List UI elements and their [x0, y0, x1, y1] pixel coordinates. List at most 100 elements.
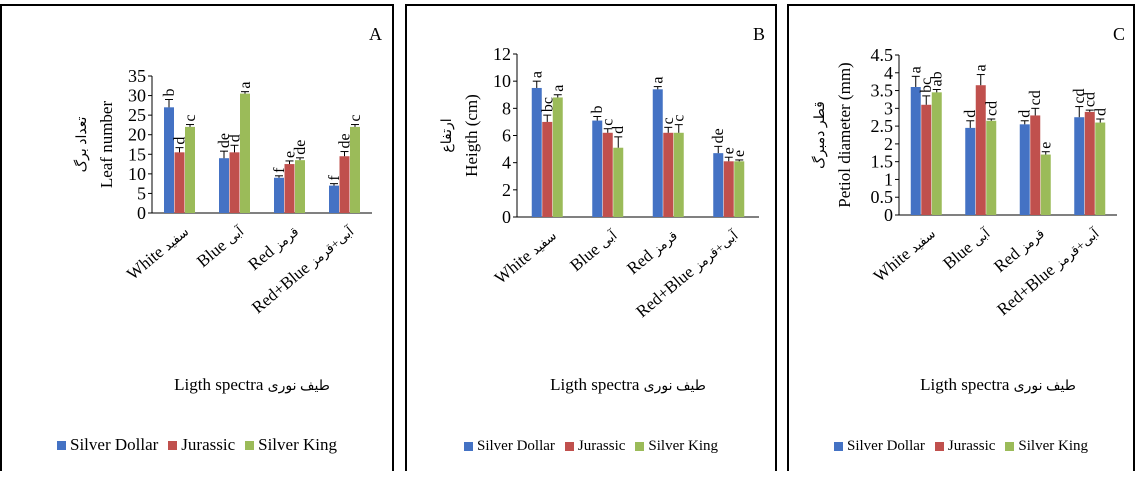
- significance-letter: de: [216, 133, 233, 148]
- legend-swatch: [564, 442, 574, 451]
- category-label: Blue آبی: [566, 225, 621, 275]
- category-label: White سفید: [870, 224, 939, 286]
- y-tick-label: 8: [502, 98, 511, 118]
- legend-item: Jurassic: [168, 435, 235, 455]
- bar: [1095, 122, 1106, 215]
- y-axis-title: Heigth (cm): [462, 94, 481, 177]
- bar: [1074, 117, 1085, 215]
- category-label: Red قرمز: [623, 226, 681, 279]
- significance-letter: de: [337, 133, 354, 148]
- panel-letter: B: [753, 24, 765, 44]
- significance-letter: e: [282, 151, 299, 158]
- significance-letter: f: [326, 175, 343, 181]
- y-axis-title: Petiol diameter (mm): [835, 62, 854, 207]
- y-tick-label: 10: [128, 164, 146, 184]
- y-tick-label: 4: [502, 153, 511, 173]
- bar: [174, 152, 185, 213]
- significance-letter: d: [1017, 110, 1034, 118]
- y-tick-label: 10: [493, 71, 511, 91]
- significance-letter: cd: [1082, 92, 1099, 107]
- legend-swatch: [1005, 442, 1015, 451]
- legend-label: Silver King: [1018, 438, 1088, 454]
- bar: [931, 92, 942, 215]
- significance-letter: bc: [539, 97, 556, 112]
- significance-letter: de: [292, 140, 309, 155]
- legend-item: Silver King: [245, 435, 337, 455]
- significance-letter: bc: [918, 78, 935, 93]
- significance-letter: d: [172, 137, 189, 145]
- bar: [1084, 111, 1095, 215]
- significance-letter: f: [271, 167, 288, 173]
- bar: [910, 87, 921, 215]
- significance-letter: c: [182, 114, 199, 121]
- legend-label: Jurassic: [181, 435, 236, 454]
- significance-letter: d: [610, 126, 627, 134]
- legend-label: Silver King: [258, 435, 337, 454]
- y-tick-label: 2: [884, 134, 893, 154]
- significance-letter: c: [347, 114, 364, 121]
- bar: [1030, 115, 1041, 215]
- significance-letter: cd: [1071, 88, 1088, 103]
- bar: [219, 158, 229, 213]
- significance-letter: ab: [929, 71, 946, 86]
- category-label: Blue آبی: [939, 223, 994, 273]
- y-tick-label: 1.5: [871, 152, 894, 172]
- bar: [531, 87, 542, 217]
- bar: [552, 97, 563, 217]
- legend-swatch: [934, 442, 944, 451]
- x-axis-title: Ligth spectra طیف نوری: [550, 375, 706, 394]
- significance-letter: a: [237, 82, 254, 89]
- bar: [350, 126, 360, 213]
- legend-item: Silver King: [1005, 438, 1088, 455]
- bar: [723, 161, 734, 217]
- bar: [274, 177, 284, 213]
- legend-item: Silver King: [635, 438, 718, 455]
- legend-swatch: [464, 442, 473, 451]
- significance-letter: cd: [983, 101, 1000, 116]
- bar: [592, 120, 603, 217]
- legend-label: Silver Dollar: [847, 438, 925, 454]
- significance-letter: a: [973, 64, 990, 71]
- significance-letter: c: [600, 119, 617, 126]
- legend-swatch: [635, 442, 645, 451]
- chart-panel-c: C 0 0.5 1 1.5 2 2.5 3 3.5 4 4.5 Petiol diameter (mm…: [787, 4, 1135, 471]
- legend-c: Silver Dollar Jurassic Silver King: [789, 438, 1133, 455]
- y-tick-label: 25: [128, 105, 146, 125]
- legend-b: Silver Dollar Jurassic Silver King: [407, 438, 775, 455]
- category-label: Red+Blue آبی+قرمز: [993, 223, 1103, 320]
- legend-label: Silver King: [648, 438, 718, 454]
- y-tick-label: 2.5: [871, 116, 894, 136]
- y-tick-label: 4.5: [871, 45, 894, 65]
- legend-a: Silver Dollar Jurassic Silver King: [2, 435, 392, 455]
- y-axis-title: Leaf number: [97, 101, 116, 189]
- bar: [164, 107, 174, 213]
- y-tick-label: 2: [502, 180, 511, 200]
- legend-swatch: [57, 440, 66, 450]
- significance-letter: a: [550, 85, 567, 92]
- significance-letter: d: [1092, 108, 1109, 116]
- chart-panel-b: B 0 2 4 6 8 10 12 Heigth (cm) ارتفاع a bc a White سفی…: [405, 4, 777, 471]
- significance-letter: de: [710, 128, 727, 143]
- y-tick-label: 3.5: [871, 81, 894, 101]
- bar: [240, 93, 250, 213]
- legend-label: Jurassic: [577, 438, 626, 454]
- legend-item: Jurassic: [934, 438, 995, 455]
- bar: [602, 132, 613, 217]
- bar: [339, 156, 350, 213]
- significance-letter: d: [227, 134, 244, 142]
- bar: [295, 160, 305, 213]
- legend-swatch: [834, 442, 843, 451]
- x-axis-title: Ligth spectra طیف نوری: [174, 375, 330, 394]
- bar: [329, 185, 339, 213]
- y-tick-label: 4: [884, 63, 893, 83]
- significance-letter: e: [731, 150, 748, 157]
- significance-letter: cd: [1027, 90, 1044, 105]
- significance-letter: a: [650, 76, 667, 83]
- bar: [652, 89, 663, 217]
- y-tick-label: 6: [502, 126, 511, 146]
- y-axis-title-fa: ارتفاع: [440, 118, 455, 152]
- chart-panel-a: A 0 5 10 15 20 25 30 35 Leaf number تعداد برگ b d c Wh…: [0, 4, 394, 471]
- bar: [613, 147, 624, 217]
